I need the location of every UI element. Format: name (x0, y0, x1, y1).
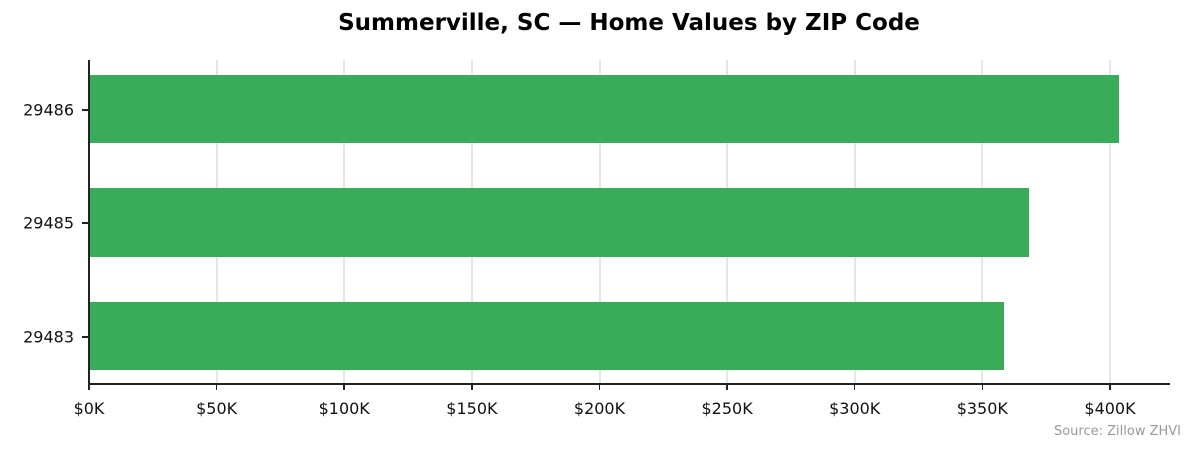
y-label-29485: 29485 (23, 213, 74, 233)
x-tick (88, 384, 90, 390)
x-tick (343, 384, 345, 390)
x-label: $400K (1084, 399, 1136, 418)
chart-title: Summerville, SC — Home Values by ZIP Cod… (338, 10, 920, 36)
x-label: $50K (196, 399, 238, 418)
x-tick (471, 384, 473, 390)
x-axis-line (88, 383, 1170, 385)
x-tick (726, 384, 728, 390)
y-tick (82, 109, 88, 111)
y-label-29486: 29486 (23, 100, 74, 120)
bar-29485 (89, 188, 1029, 257)
y-label-29483: 29483 (23, 327, 74, 347)
x-tick (215, 384, 218, 390)
x-label: $300K (829, 399, 881, 418)
x-tick (598, 384, 601, 390)
y-tick (82, 222, 88, 224)
plot-area (89, 60, 1170, 384)
gridline (1109, 60, 1111, 384)
y-tick (82, 336, 88, 338)
y-axis-line (88, 60, 90, 385)
x-label: $200K (573, 399, 626, 418)
x-label: $150K (446, 399, 498, 418)
x-label: $350K (956, 399, 1008, 418)
source-note: Source: Zillow ZHVI (1053, 424, 1181, 439)
x-tick (981, 384, 984, 390)
x-tick (1109, 384, 1111, 390)
bar-29483 (89, 302, 1004, 370)
x-tick (853, 384, 856, 390)
x-label: $100K (318, 399, 370, 418)
bar-29486 (89, 75, 1119, 143)
x-label: $0K (73, 399, 105, 418)
x-label: $250K (701, 399, 753, 418)
